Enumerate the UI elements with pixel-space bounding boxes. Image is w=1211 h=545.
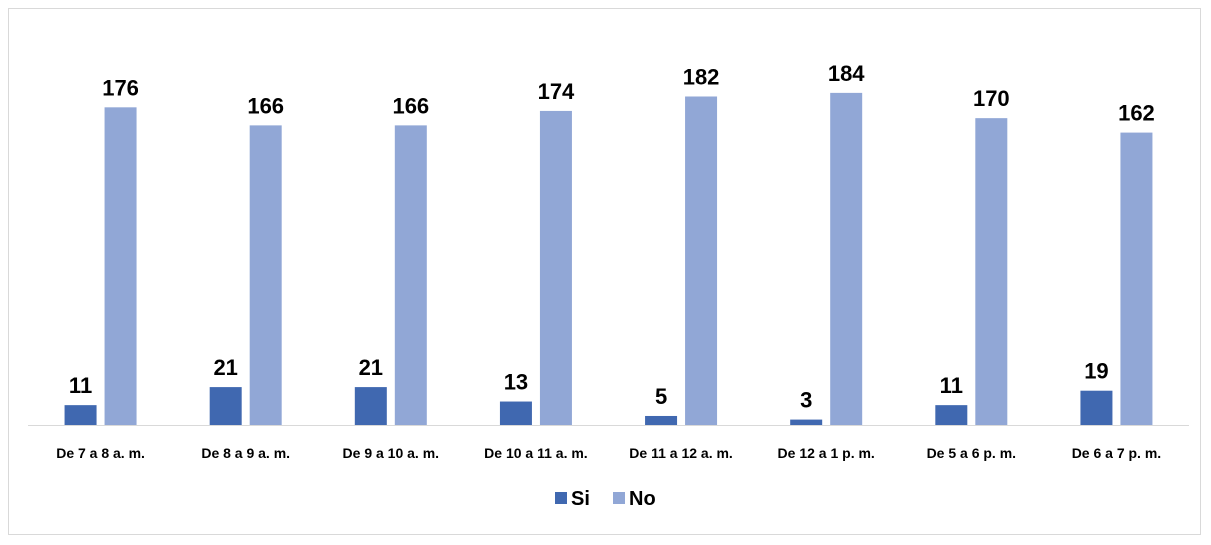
data-label-si-1: 21 (213, 355, 237, 380)
bar-si-0 (64, 405, 97, 425)
data-label-no-3: 174 (538, 79, 575, 104)
bar-si-6 (935, 405, 968, 425)
data-label-si-3: 13 (504, 370, 528, 395)
bar-si-2 (354, 387, 387, 425)
category-label-2: De 9 a 10 a. m. (343, 445, 440, 461)
category-label-6: De 5 a 6 p. m. (927, 445, 1016, 461)
bar-no-2 (394, 125, 427, 426)
data-label-no-6: 170 (973, 86, 1010, 111)
data-label-no-4: 182 (683, 64, 720, 89)
data-label-no-2: 166 (392, 93, 429, 118)
legend-label-si: Si (571, 488, 590, 510)
bar-si-1 (209, 387, 242, 425)
bar-no-7 (1120, 132, 1153, 425)
bar-no-5 (830, 92, 863, 425)
bar-si-7 (1080, 390, 1113, 425)
category-label-4: De 11 a 12 a. m. (629, 445, 733, 461)
bar-si-3 (499, 401, 532, 425)
bar-chart: 11 176 De 7 a 8 a. m. 21 166 De 8 a 9 a. m. 21… (28, 61, 1189, 510)
legend-swatch-si (555, 492, 567, 504)
legend: Si No (555, 488, 656, 510)
bar-si-5 (790, 419, 823, 425)
data-label-si-7: 19 (1084, 359, 1108, 384)
category-label-5: De 12 a 1 p. m. (778, 445, 875, 461)
bar-no-1 (249, 125, 282, 426)
chart-frame: 11 176 De 7 a 8 a. m. 21 166 De 8 a 9 a. m. 21… (8, 8, 1201, 535)
bar-si-4 (645, 415, 678, 425)
data-label-no-0: 176 (102, 75, 139, 100)
data-label-si-0: 11 (69, 373, 92, 398)
data-label-no-7: 162 (1118, 101, 1155, 126)
data-label-si-2: 21 (359, 355, 383, 380)
bar-no-3 (539, 110, 572, 426)
bar-no-4 (685, 96, 718, 426)
category-label-3: De 10 a 11 a. m. (484, 445, 588, 461)
data-label-no-5: 184 (828, 61, 865, 86)
legend-label-no: No (629, 488, 656, 510)
bar-no-6 (975, 118, 1008, 426)
category-label-1: De 8 a 9 a. m. (201, 445, 290, 461)
data-label-no-1: 166 (247, 93, 284, 118)
data-label-si-5: 3 (800, 388, 812, 413)
bar-no-0 (104, 107, 137, 425)
data-label-si-6: 11 (940, 373, 963, 398)
category-label-0: De 7 a 8 a. m. (56, 445, 145, 461)
data-label-si-4: 5 (655, 384, 667, 409)
category-label-7: De 6 a 7 p. m. (1072, 445, 1161, 461)
legend-swatch-no (613, 492, 625, 504)
